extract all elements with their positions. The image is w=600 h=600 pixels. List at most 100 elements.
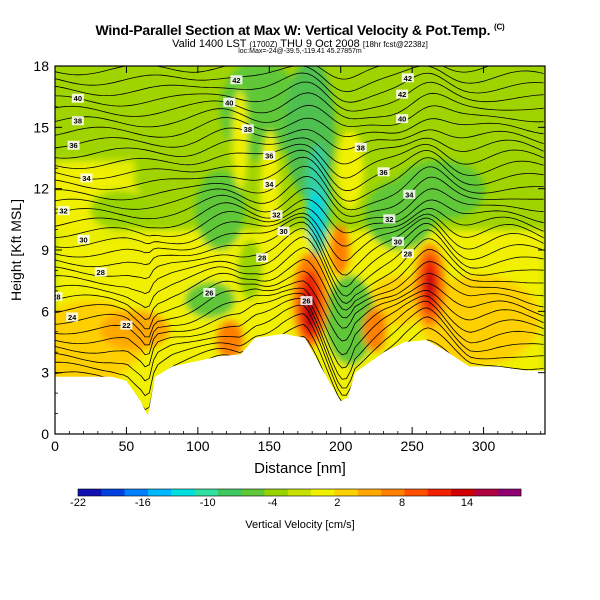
colorbar-tick-label: 8 xyxy=(399,497,405,509)
colorbar-swatch xyxy=(451,489,475,496)
y-tick-label: 6 xyxy=(41,303,49,319)
theta-contour-line xyxy=(55,304,544,389)
colorbar-swatch xyxy=(171,489,195,496)
chart-subtitle: Valid 1400 LST (1700Z) THU 9 Oct 2008 [1… xyxy=(172,38,428,50)
theta-contour-line xyxy=(55,127,544,150)
theta-contour-line xyxy=(55,117,544,138)
theta-contour-line xyxy=(55,165,544,211)
theta-contour-line xyxy=(55,66,544,93)
colorbar-swatch xyxy=(334,489,359,496)
x-tick-label: 50 xyxy=(119,438,135,454)
theta-label: 28 xyxy=(256,253,269,263)
colorbar-tick-label: -16 xyxy=(135,497,151,509)
svg-text:42: 42 xyxy=(232,76,240,85)
colorbar-tick-label: -10 xyxy=(200,497,216,509)
colorbar-swatch xyxy=(427,489,452,496)
svg-text:38: 38 xyxy=(357,143,365,152)
y-axis-title: Height [Kft MSL] xyxy=(8,199,24,301)
theta-contour-line xyxy=(55,212,544,262)
svg-text:22: 22 xyxy=(122,321,130,330)
theta-label: 34 xyxy=(403,189,416,199)
theta-contour-line xyxy=(55,72,544,103)
theta-label: 32 xyxy=(57,206,70,216)
theta-label: 42 xyxy=(230,75,243,85)
theta-contour-line xyxy=(55,297,544,380)
colorbar-swatch xyxy=(78,489,102,496)
svg-text:40: 40 xyxy=(398,115,406,124)
colorbar-frame xyxy=(77,488,522,497)
colorbar-tick-label: 2 xyxy=(334,497,340,509)
colorbar-swatch xyxy=(287,489,312,496)
svg-text:26: 26 xyxy=(205,288,213,297)
theta-label: 42 xyxy=(401,73,414,83)
x-tick-label: 200 xyxy=(329,438,353,454)
y-tick-label: 12 xyxy=(33,181,49,197)
x-tick-label: 0 xyxy=(51,438,59,454)
theta-label: 40 xyxy=(223,97,236,107)
svg-text:32: 32 xyxy=(385,215,393,224)
theta-contour-line xyxy=(55,216,544,276)
theta-label: 36 xyxy=(263,150,276,160)
colorbar-swatch xyxy=(497,489,522,496)
svg-text:30: 30 xyxy=(279,227,287,236)
theta-label: 30 xyxy=(77,234,90,244)
theta-contour-line xyxy=(55,104,544,128)
colorbar-swatch xyxy=(404,489,429,496)
colorbar-tick-label: -4 xyxy=(268,497,278,509)
theta-contour-line xyxy=(55,198,544,234)
theta-label: 32 xyxy=(383,214,396,224)
colorbar-swatch xyxy=(147,489,172,496)
theta-contour-line xyxy=(55,143,544,179)
theta-contour-line xyxy=(55,227,544,297)
svg-text:32: 32 xyxy=(272,211,280,220)
potential-temperature-contours xyxy=(55,66,544,422)
theta-label: 36 xyxy=(377,167,390,177)
theta-label: 40 xyxy=(71,93,84,103)
colorbar-swatch xyxy=(241,489,265,496)
theta-label: 38 xyxy=(241,124,254,134)
theta-contour-line xyxy=(55,313,544,397)
colorbar-swatch xyxy=(101,489,125,496)
svg-text:34: 34 xyxy=(82,174,91,183)
colorbar-swatch xyxy=(381,489,405,496)
y-tick-label: 0 xyxy=(41,426,49,442)
theta-label: 32 xyxy=(270,210,283,220)
theta-contour-line xyxy=(55,270,544,330)
svg-text:38: 38 xyxy=(74,117,82,126)
theta-contour-line xyxy=(55,280,544,342)
colorbar-swatch xyxy=(357,489,382,496)
x-axis-title: Distance [nm] xyxy=(254,460,346,477)
svg-text:24: 24 xyxy=(68,313,77,322)
theta-label: 28 xyxy=(401,249,414,259)
svg-text:34: 34 xyxy=(265,180,274,189)
theta-contour-line xyxy=(55,175,544,217)
svg-text:28: 28 xyxy=(404,250,412,259)
theta-contour-line xyxy=(55,221,544,288)
theta-contour-line xyxy=(55,149,544,192)
x-tick-label: 150 xyxy=(258,438,282,454)
theta-label: 42 xyxy=(396,89,409,99)
svg-text:34: 34 xyxy=(405,190,414,199)
colorbar: -22 -16 -10 -4 2 8 14 xyxy=(70,488,522,509)
theta-label: 26 xyxy=(203,287,216,297)
copyright-mark: (C) xyxy=(494,22,505,32)
colorbar-swatch xyxy=(217,489,242,496)
theta-label: 28 xyxy=(94,267,107,277)
theta-label: 38 xyxy=(354,142,367,152)
svg-text:36: 36 xyxy=(265,151,273,160)
svg-text:40: 40 xyxy=(225,98,233,107)
theta-label: 30 xyxy=(391,236,404,246)
theta-label: 34 xyxy=(80,173,93,183)
svg-text:28: 28 xyxy=(258,254,266,263)
theta-label: 24 xyxy=(66,312,79,322)
theta-contour-line xyxy=(55,258,544,320)
theta-contour-line xyxy=(55,287,544,356)
theta-contour-line xyxy=(55,81,544,112)
colorbar-label: Vertical Velocity [cm/s] xyxy=(245,519,354,531)
svg-text:30: 30 xyxy=(79,235,87,244)
x-tick-label: 300 xyxy=(472,438,496,454)
y-tick-label: 18 xyxy=(33,58,49,74)
svg-text:40: 40 xyxy=(74,94,82,103)
colorbar-tick-label: -22 xyxy=(70,497,86,509)
